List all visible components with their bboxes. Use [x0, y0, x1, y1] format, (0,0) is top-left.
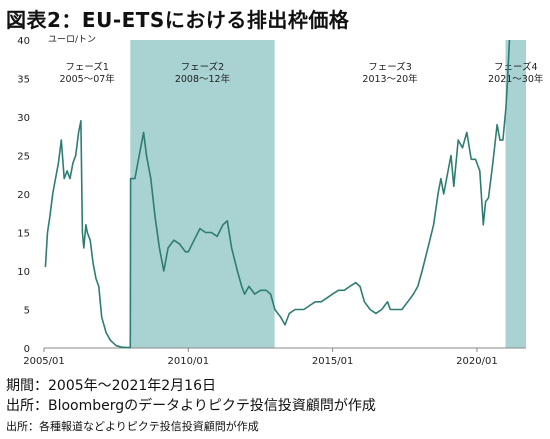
x-tick-label: 2020/01	[456, 356, 498, 367]
phase-period-3: 2013～20年	[362, 73, 418, 85]
phase-band-4	[505, 40, 526, 348]
y-tick-label: 15	[17, 229, 30, 240]
y-tick-label: 20	[17, 190, 30, 201]
phase-name-3: フェーズ3	[368, 61, 412, 73]
y-tick-label: 5	[24, 306, 30, 317]
y-tick-label: 0	[24, 344, 30, 355]
x-tick-label: 2015/01	[312, 356, 354, 367]
y-tick-label: 30	[17, 113, 30, 124]
y-tick-label: 25	[17, 152, 30, 163]
phase-period-2: 2008～12年	[175, 73, 231, 85]
y-tick-label: 10	[17, 267, 30, 278]
footnote-period: 期間：2005年～2021年2月16日	[6, 378, 216, 394]
y-tick-label: 35	[17, 75, 30, 86]
phase-name-4: フェーズ4	[494, 61, 538, 73]
chart-title: 図表2：EU-ETSにおける排出枠価格	[6, 8, 350, 32]
phase-bands	[130, 40, 526, 348]
phase-name-2: フェーズ2	[181, 61, 225, 73]
phase-band-2	[130, 40, 275, 348]
phase-period-4: 2021～30年	[488, 73, 544, 85]
y-tick-label: 40	[17, 36, 30, 47]
x-tick-label: 2010/01	[168, 356, 210, 367]
x-axis: 2005/01 2010/01 2015/01 2020/01	[23, 347, 526, 367]
footnote-source-2: 出所：各種報道などよりピクテ投信投資顧問が作成	[6, 420, 259, 433]
price-series-line	[44, 39, 511, 349]
y-unit-label: ユーロ/トン	[48, 35, 96, 45]
phase-name-1: フェーズ1	[65, 61, 109, 73]
y-axis: 0 5 10 15 20 25 30 35 40	[17, 36, 30, 355]
footnote-source: 出所：Bloombergのデータよりピクテ投信投資顧問が作成	[6, 398, 376, 414]
x-tick-label: 2005/01	[23, 356, 65, 367]
phase-period-1: 2005～07年	[60, 73, 116, 85]
